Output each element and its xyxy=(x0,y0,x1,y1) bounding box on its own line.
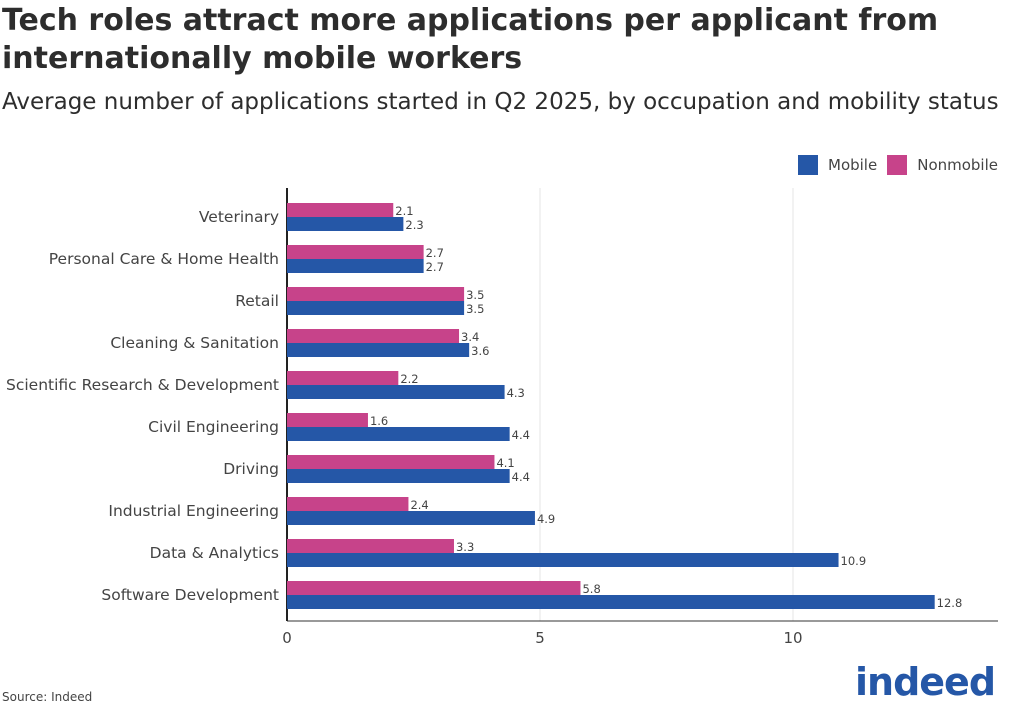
category-label: Industrial Engineering xyxy=(108,502,279,520)
legend-label-nonmobile: Nonmobile xyxy=(917,156,998,174)
data-label: 2.7 xyxy=(426,260,444,274)
category-label: Civil Engineering xyxy=(148,418,279,436)
chart-title: Tech roles attract more applications per… xyxy=(2,3,939,76)
category-label: Scientific Research & Development xyxy=(6,376,279,394)
data-label: 1.6 xyxy=(370,414,388,428)
data-label: 4.4 xyxy=(512,428,530,442)
legend-label-mobile: Mobile xyxy=(828,156,878,174)
data-label: 2.3 xyxy=(405,218,423,232)
legend-item-nonmobile: Nonmobile xyxy=(887,155,998,175)
data-label: 12.8 xyxy=(937,596,963,610)
bar-nonmobile xyxy=(287,455,495,469)
bar-mobile xyxy=(287,343,470,357)
bar-nonmobile xyxy=(287,413,368,427)
indeed-logo: indeed xyxy=(855,660,996,704)
bar-nonmobile xyxy=(287,329,460,343)
category-label: Retail xyxy=(235,292,279,310)
bar-nonmobile xyxy=(287,371,399,385)
data-label: 3.4 xyxy=(461,330,479,344)
category-label: Driving xyxy=(223,460,279,478)
bar-nonmobile xyxy=(287,245,424,259)
bar-mobile xyxy=(287,385,505,399)
legend: Mobile Nonmobile xyxy=(788,155,998,175)
data-label: 3.5 xyxy=(466,288,484,302)
legend-item-mobile: Mobile xyxy=(798,155,877,175)
bar-mobile xyxy=(287,217,404,231)
category-label: Software Development xyxy=(101,586,279,604)
data-label: 5.8 xyxy=(582,582,600,596)
source-note: Source: Indeed xyxy=(2,690,93,704)
bar-mobile xyxy=(287,259,424,273)
category-label: Cleaning & Sanitation xyxy=(110,334,279,352)
data-label: 2.7 xyxy=(426,246,444,260)
bar-nonmobile xyxy=(287,203,394,217)
x-tick-label: 0 xyxy=(282,629,292,647)
data-label: 4.9 xyxy=(537,512,555,526)
category-label: Data & Analytics xyxy=(150,544,279,562)
legend-swatch-nonmobile xyxy=(887,155,908,175)
bar-mobile xyxy=(287,553,839,567)
bar-nonmobile xyxy=(287,497,409,511)
bar-mobile xyxy=(287,469,510,483)
x-tick-label: 5 xyxy=(535,629,545,647)
data-label: 3.5 xyxy=(466,302,484,316)
bar-mobile xyxy=(287,595,935,609)
data-label: 2.2 xyxy=(400,372,418,386)
data-label: 2.1 xyxy=(395,204,413,218)
bar-mobile xyxy=(287,511,535,525)
chart-subtitle: Average number of applications started i… xyxy=(2,89,999,115)
data-label: 2.4 xyxy=(410,498,428,512)
data-label: 4.1 xyxy=(496,456,514,470)
data-label: 10.9 xyxy=(841,554,867,568)
bar-mobile xyxy=(287,427,510,441)
data-label: 4.3 xyxy=(507,386,525,400)
x-tick-label: 10 xyxy=(783,629,802,647)
bar-nonmobile xyxy=(287,581,581,595)
category-label: Veterinary xyxy=(199,208,279,226)
data-label: 3.6 xyxy=(471,344,489,358)
bar-mobile xyxy=(287,301,465,315)
data-label: 3.3 xyxy=(456,540,474,554)
bar-nonmobile xyxy=(287,539,454,553)
data-label: 4.4 xyxy=(512,470,530,484)
legend-swatch-mobile xyxy=(798,155,818,175)
bar-nonmobile xyxy=(287,287,465,301)
category-label: Personal Care & Home Health xyxy=(49,250,279,268)
